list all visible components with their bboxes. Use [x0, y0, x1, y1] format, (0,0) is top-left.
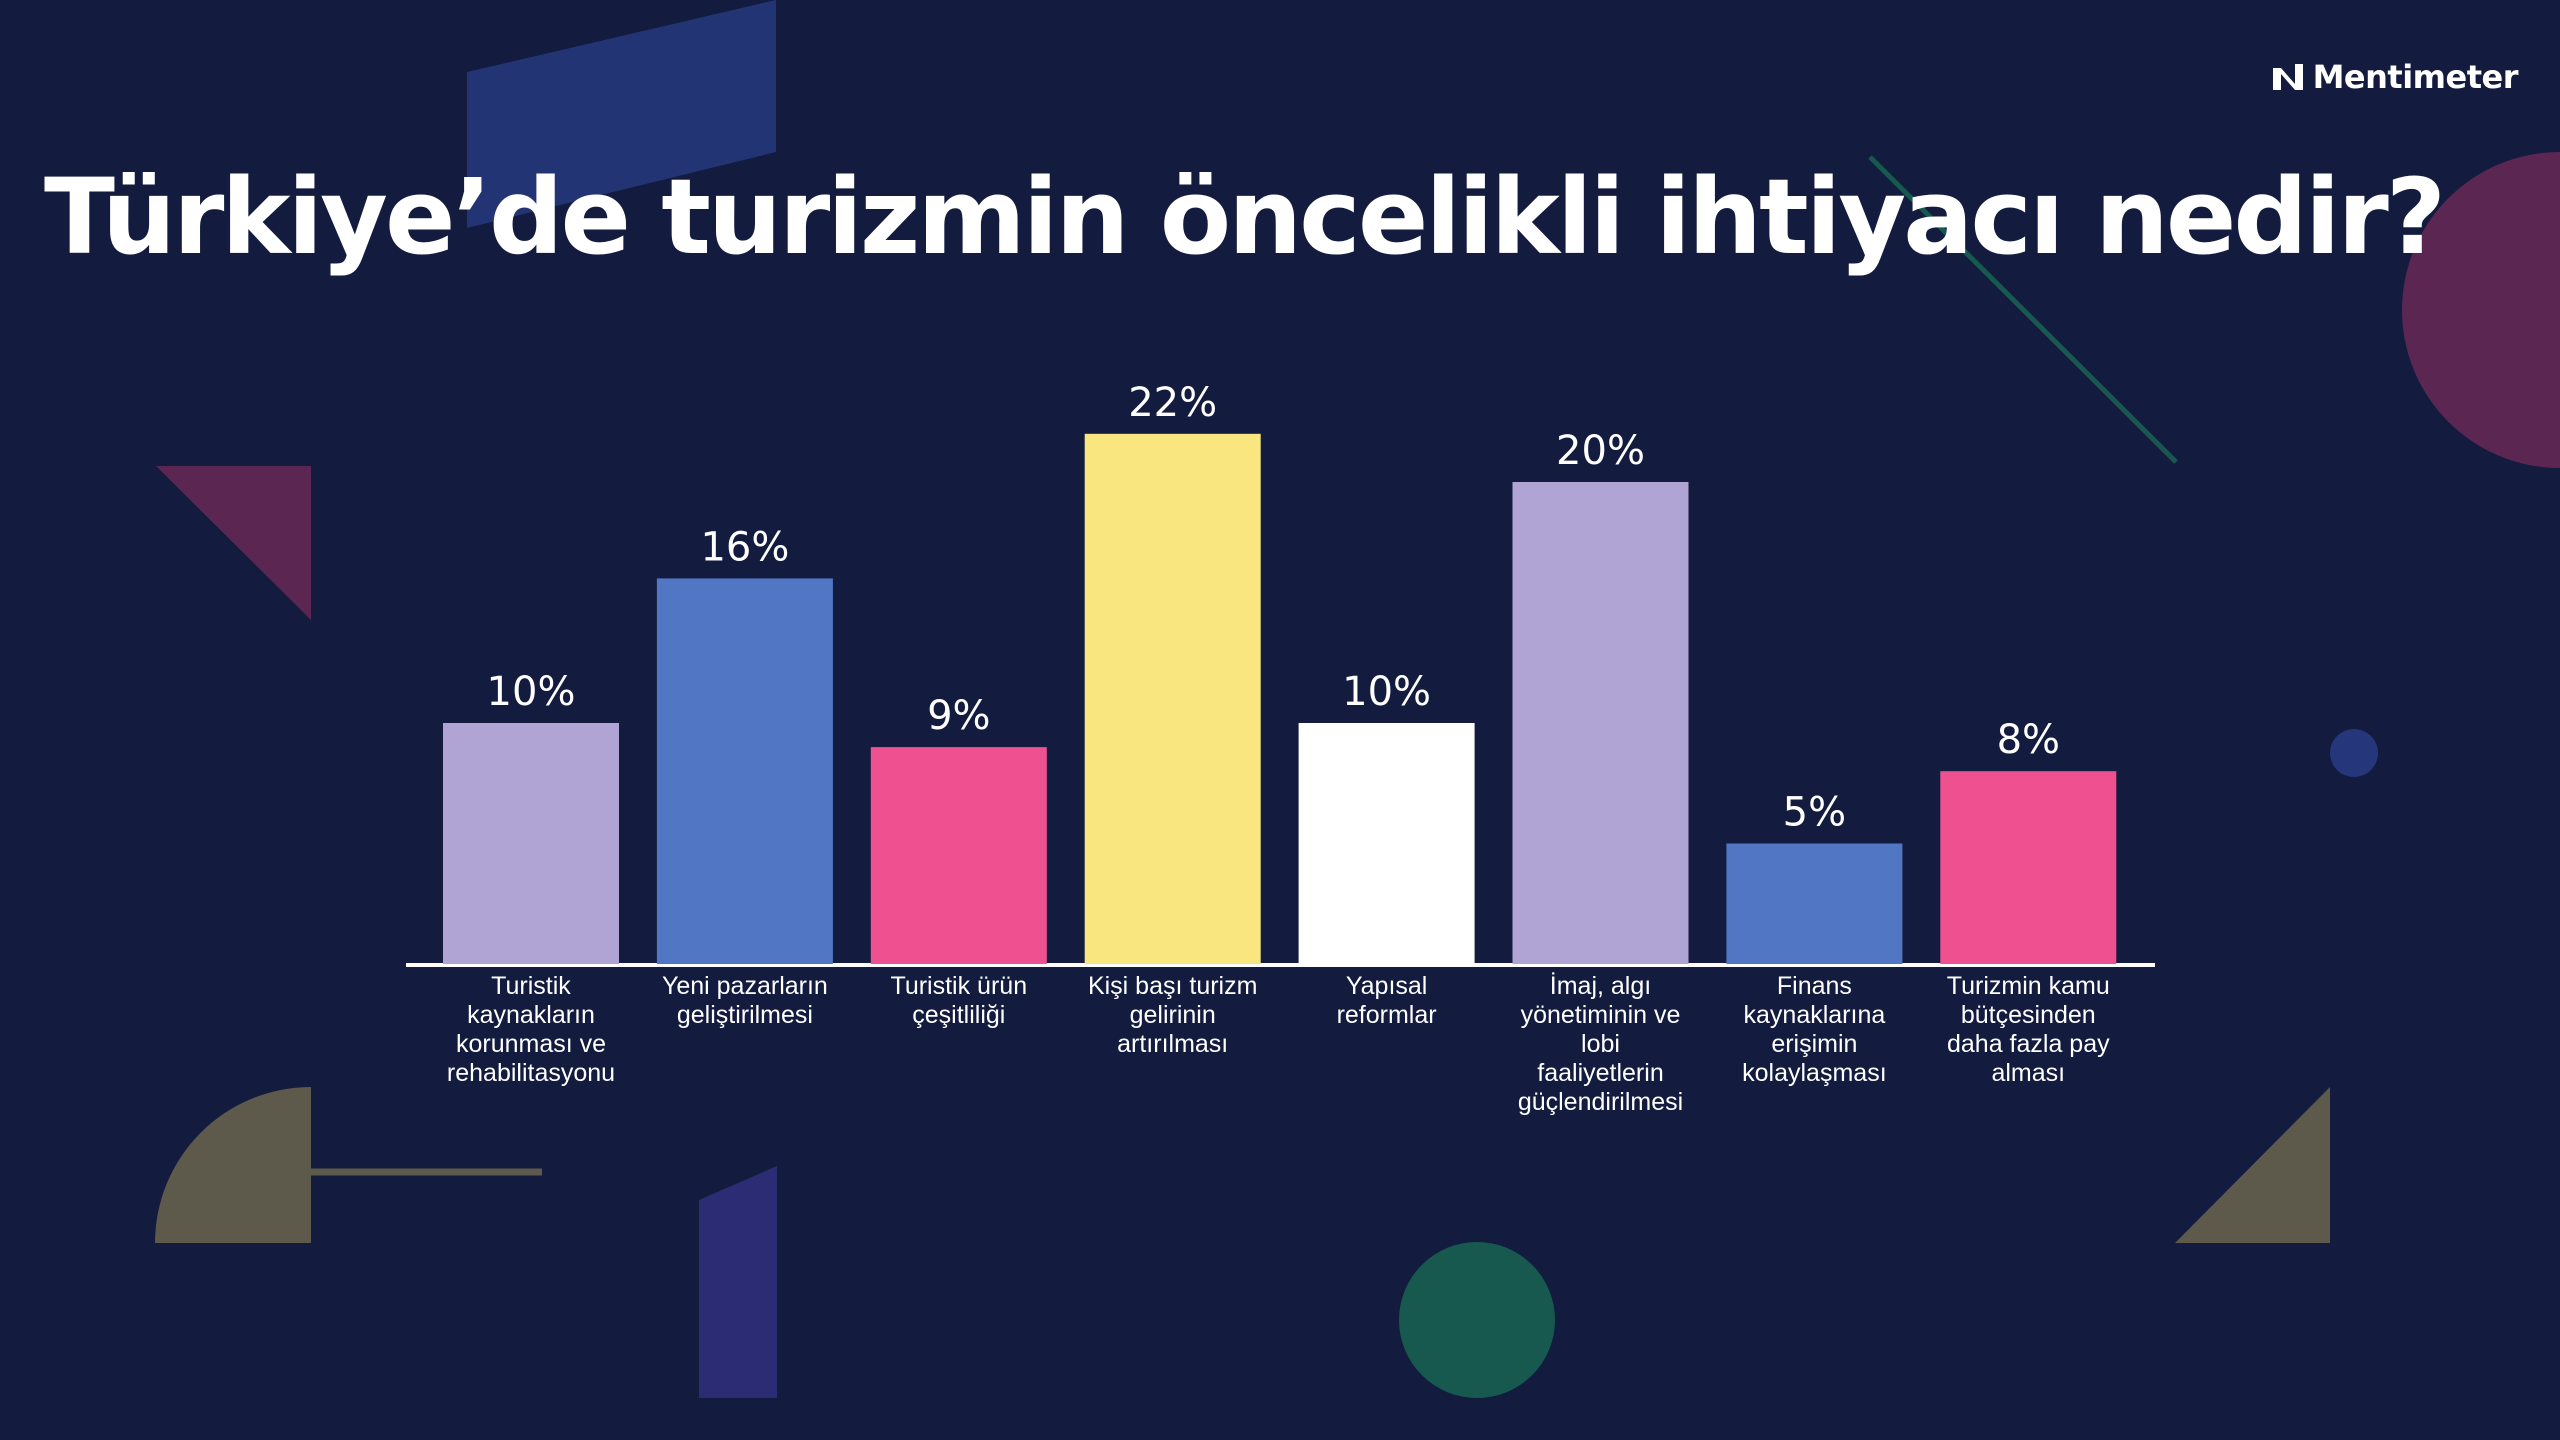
bar-value-label: 8% — [1997, 717, 2060, 763]
category-label: Turizmin kamu bütçesinden daha fazla pay al… — [1947, 972, 2110, 1087]
chart-bar — [1940, 771, 2117, 964]
category-label: Turistik kaynakların korunması ve rehabilit… — [447, 972, 615, 1087]
mentimeter-logo-icon — [2272, 64, 2303, 90]
chart-bar — [443, 723, 619, 964]
bar-value-label: 9% — [927, 693, 990, 739]
bar-value-label: 16% — [700, 524, 789, 570]
category-label: Yapısal reformlar — [1337, 972, 1437, 1029]
category-label: Finans kaynaklarına erişimin kolaylaşması — [1742, 972, 1887, 1087]
bar-value-label: 10% — [1342, 669, 1431, 715]
chart-bar — [656, 578, 833, 964]
slide-title: Türkiye’de turizmin öncelikli ihtiyacı n… — [44, 156, 2446, 278]
bar-value-label: 10% — [487, 669, 576, 715]
brand-name: Mentimeter — [2312, 58, 2519, 96]
category-label: İmaj, algı yönetiminin ve lobi faaliyetleri… — [1518, 971, 1683, 1116]
bar-value-label: 5% — [1783, 790, 1846, 836]
chart-bar — [1726, 843, 1903, 964]
category-label: Yeni pazarların geliştirilmesi — [662, 972, 828, 1029]
chart-bar — [1512, 482, 1689, 964]
bar-value-label: 22% — [1128, 380, 1217, 426]
mentimeter-brand: Mentimeter — [2272, 58, 2519, 96]
bar-value-label: 20% — [1556, 428, 1645, 474]
chart-bar — [870, 747, 1047, 964]
chart-bar — [1298, 723, 1475, 964]
chart-bar — [1084, 433, 1261, 964]
category-label: Kişi başı turizm gelirinin artırılması — [1088, 972, 1257, 1058]
category-label: Turistik ürün çeşitliliği — [890, 972, 1027, 1029]
